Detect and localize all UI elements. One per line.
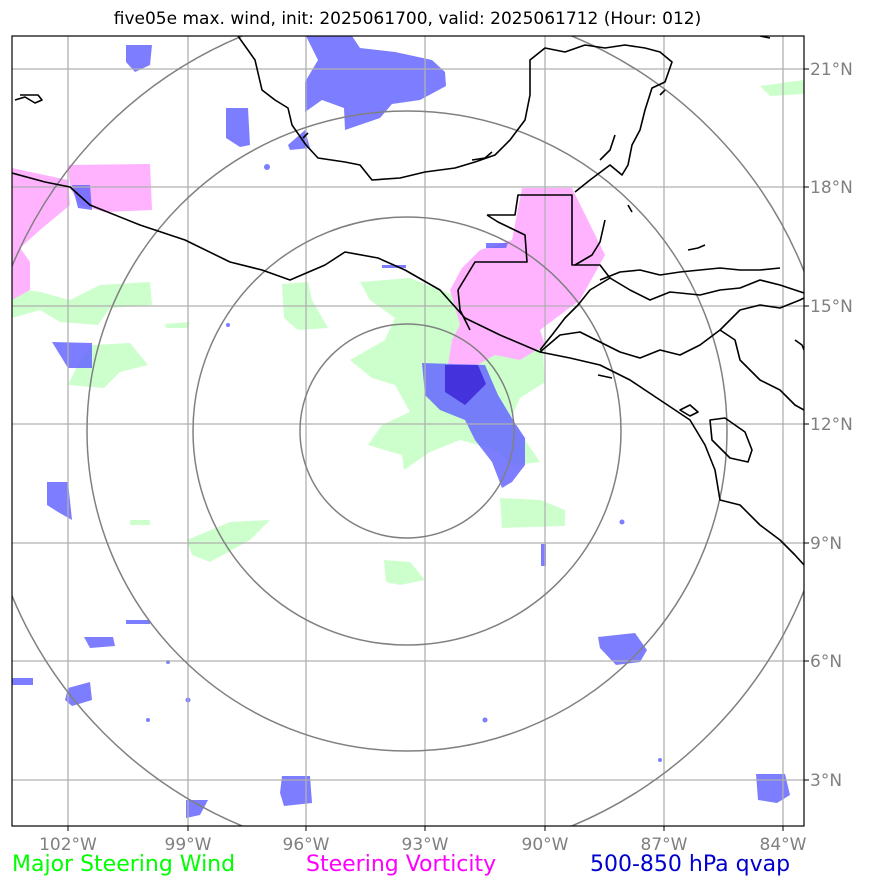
legend-qvap: 500-850 hPa qvap	[590, 852, 791, 877]
lon-label: 93°W	[402, 835, 449, 855]
lon-label: 90°W	[522, 835, 569, 855]
lat-label: 3°N	[810, 771, 842, 791]
lat-label: 15°N	[810, 297, 853, 317]
qvap-areas	[12, 36, 790, 818]
qvap-dense-area	[445, 365, 486, 405]
lat-label: 21°N	[810, 60, 853, 80]
lat-label: 6°N	[810, 652, 842, 672]
lon-label: 96°W	[283, 835, 330, 855]
lon-label: 102°W	[39, 835, 97, 855]
coastlines	[12, 36, 804, 566]
range-rings	[12, 36, 804, 826]
map-frame	[11, 35, 805, 827]
lat-label: 12°N	[810, 415, 853, 435]
legend-steering-wind: Major Steering Wind	[12, 852, 236, 877]
lat-lon-grid	[12, 36, 804, 826]
lon-label: 87°W	[641, 835, 688, 855]
latitude-labels: 21°N 18°N 15°N 12°N 9°N 6°N 3°N	[810, 60, 853, 791]
longitude-labels: 102°W 99°W 96°W 93°W 90°W 87°W 84°W	[39, 835, 807, 855]
lon-label: 99°W	[165, 835, 212, 855]
map-title: five05e max. wind, init: 2025061700, val…	[113, 9, 702, 29]
lat-label: 18°N	[810, 178, 853, 198]
lon-label: 84°W	[760, 835, 807, 855]
lat-label: 9°N	[810, 534, 842, 554]
legend-steering-vorticity: Steering Vorticity	[306, 852, 497, 877]
